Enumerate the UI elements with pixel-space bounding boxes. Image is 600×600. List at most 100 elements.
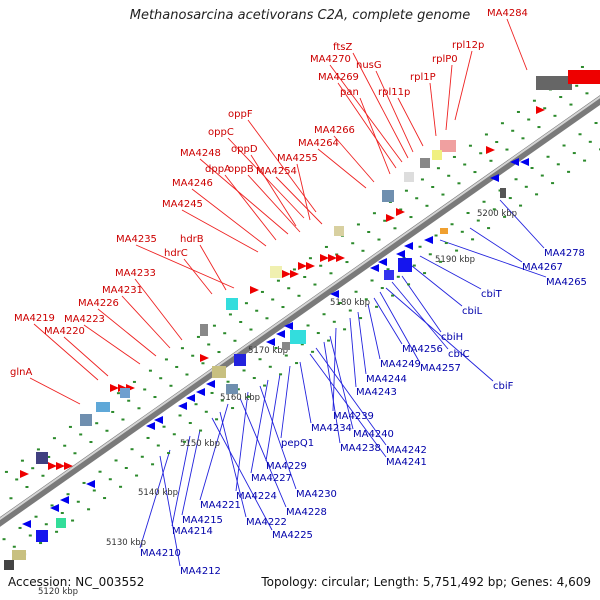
tick-dot <box>393 227 397 230</box>
leader-line <box>296 163 311 221</box>
ruler-tick-label: 5160 kbp <box>220 393 260 403</box>
lower-gene-label: MA4214 <box>172 526 213 537</box>
tick-dot <box>79 433 83 436</box>
tick-dots <box>2 65 600 556</box>
ruler-tick-label: 5130 kbp <box>106 538 146 548</box>
tick-dot <box>567 170 571 173</box>
tick-dot <box>580 65 584 68</box>
gene-block-khaki <box>12 550 26 560</box>
gene-block-cream <box>270 266 282 278</box>
forward-gene-arrow <box>486 146 495 154</box>
upper-gene-label: MA4266 <box>314 125 355 136</box>
leader-line <box>191 188 267 247</box>
tick-dot <box>375 305 379 308</box>
leader-line <box>397 97 424 147</box>
leader-line <box>139 449 171 549</box>
leader-line <box>135 244 235 289</box>
leader-line <box>83 324 141 365</box>
tick-dot <box>194 403 198 406</box>
tick-dot <box>103 497 107 500</box>
tick-dot <box>127 399 131 402</box>
tick-dot <box>140 455 144 458</box>
gene-block-khaki <box>334 226 344 236</box>
tick-dot <box>247 395 251 398</box>
tick-dot <box>308 257 312 260</box>
leader-line <box>224 174 277 241</box>
reverse-gene-arrow <box>330 290 339 298</box>
leader-line <box>375 70 414 153</box>
gene-block-grey <box>420 158 430 168</box>
lower-gene-label: MA4242 <box>386 445 427 456</box>
tick-dot <box>68 425 72 428</box>
tick-dot <box>39 542 43 545</box>
tick-dot <box>540 174 544 177</box>
tick-dot <box>466 212 470 215</box>
tick-dot <box>210 391 214 394</box>
tick-dot <box>588 140 592 143</box>
tick-dot <box>306 324 310 327</box>
tick-dot <box>130 448 134 451</box>
leader-line <box>499 199 545 249</box>
leader-line <box>317 148 367 189</box>
forward-gene-arrow <box>64 462 73 470</box>
reverse-gene-arrow <box>86 480 95 488</box>
forward-gene-arrow <box>306 262 315 270</box>
leader-line <box>379 291 421 364</box>
tick-dot <box>572 152 576 155</box>
leader-line <box>315 347 387 446</box>
reverse-gene-arrow <box>520 158 529 166</box>
leader-line <box>259 385 297 490</box>
tick-dot <box>441 193 445 196</box>
tick-dot <box>4 470 8 473</box>
tick-dot <box>452 155 456 158</box>
reverse-gene-arrow <box>154 416 163 424</box>
leader-line <box>63 336 109 377</box>
forward-gene-arrow <box>56 462 65 470</box>
tick-dot <box>327 339 331 342</box>
tick-dot <box>89 441 93 444</box>
leader-line <box>181 209 259 253</box>
ruler-tick-label: 5140 kbp <box>138 488 178 498</box>
upper-gene-label: MA4223 <box>64 314 105 325</box>
tick-dot <box>265 317 269 320</box>
tick-dot <box>178 414 182 417</box>
tick-dot <box>249 328 253 331</box>
tick-dot <box>175 365 179 368</box>
leader-line <box>265 373 281 462</box>
leader-line <box>323 341 341 444</box>
leader-line <box>219 411 247 518</box>
lower-gene-label: MA4239 <box>333 411 374 422</box>
lower-gene-label: MA4227 <box>251 473 292 484</box>
leader-line <box>250 154 297 227</box>
leader-line <box>385 287 494 382</box>
lower-gene-label: cbiH <box>441 332 463 343</box>
tick-dot <box>50 504 54 507</box>
lower-gene-label: MA4265 <box>546 277 587 288</box>
tick-dot <box>36 448 40 451</box>
tick-dot <box>284 354 288 357</box>
leader-line <box>29 377 81 405</box>
tick-dot <box>297 294 301 297</box>
lower-gene-label: MA4238 <box>340 443 381 454</box>
tick-dot <box>546 155 550 158</box>
tick-dot <box>31 467 35 470</box>
tick-dot <box>354 290 358 293</box>
accession-text: Accession: NC_003552 <box>8 575 145 589</box>
reverse-gene-arrow <box>60 496 69 504</box>
gene-block-steel <box>226 384 238 394</box>
tick-dot <box>239 320 243 323</box>
lower-gene-label: MA4249 <box>380 359 421 370</box>
tick-dot <box>370 279 374 282</box>
tick-dot <box>41 474 45 477</box>
tick-dot <box>532 99 536 102</box>
tick-dot <box>228 313 232 316</box>
lower-gene-label: MA4225 <box>272 530 313 541</box>
tick-dot <box>105 429 109 432</box>
gene-block-blue <box>398 258 412 272</box>
tick-dot <box>425 204 429 207</box>
reverse-gene-arrow <box>396 250 405 258</box>
tick-dot <box>12 545 16 548</box>
tick-dot <box>322 313 326 316</box>
reverse-gene-arrow <box>22 520 31 528</box>
tick-dot <box>338 301 342 304</box>
